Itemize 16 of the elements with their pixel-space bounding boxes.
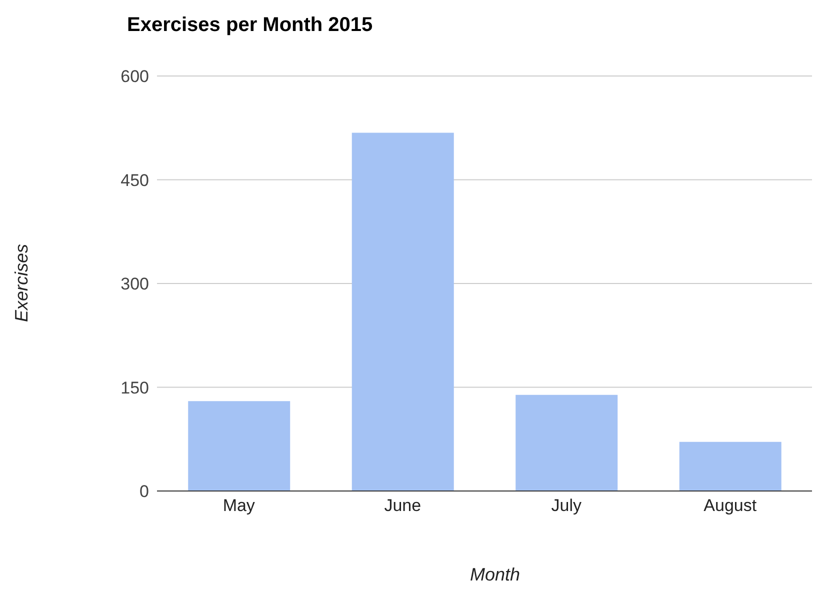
bar [352, 132, 454, 491]
bar [188, 401, 290, 491]
x-tick-label: July [551, 496, 582, 516]
y-tick-label: 600 [120, 67, 149, 86]
x-tick-label: August [704, 496, 757, 516]
y-tick-label: 300 [120, 274, 149, 294]
x-axis-title: Month [470, 564, 520, 586]
bar [679, 442, 782, 491]
chart-title: Exercises per Month 2015 [127, 14, 373, 37]
y-tick-label: 0 [140, 482, 149, 502]
x-tick-label: June [384, 496, 422, 516]
x-tick-label: May [222, 496, 256, 516]
y-tick-label: 150 [120, 378, 149, 398]
y-tick-label: 450 [120, 170, 149, 190]
bar [516, 394, 618, 491]
y-axis-title: Exercises [12, 244, 32, 322]
